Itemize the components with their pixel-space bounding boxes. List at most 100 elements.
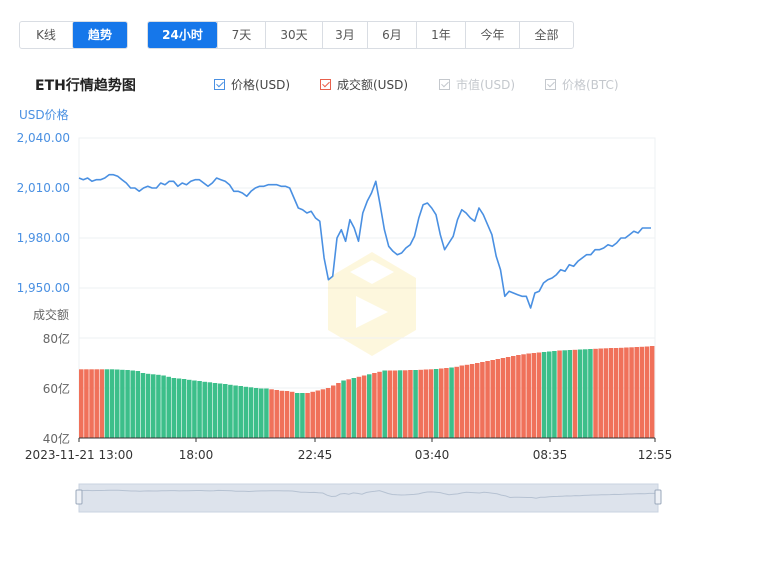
watermark-logo [328, 252, 416, 356]
volume-bar [140, 373, 146, 438]
volume-bar [135, 371, 141, 438]
volume-bar [202, 381, 207, 439]
volume-bar [171, 378, 177, 438]
volume-bar [531, 353, 537, 438]
range-tab[interactable]: 1年 [416, 22, 465, 48]
x-tick-label: 03:40 [415, 448, 450, 462]
volume-bar [428, 369, 434, 439]
volume-bar [207, 382, 213, 439]
range-tab[interactable]: 全部 [519, 22, 573, 48]
checkbox-icon [214, 79, 225, 90]
volume-bar [233, 385, 238, 438]
volume-bar [145, 373, 151, 439]
volume-bar [639, 346, 645, 439]
x-tick-label: 22:45 [298, 448, 333, 462]
range-tab[interactable]: 3月 [322, 22, 367, 48]
legend-volume-usd[interactable]: 成交额(USD) [320, 76, 408, 93]
volume-bar [84, 369, 89, 439]
volume-bar [608, 348, 614, 438]
volume-bar [187, 379, 192, 439]
volume-bar [166, 376, 171, 439]
volume-bar [485, 361, 490, 438]
volume-bar [459, 365, 465, 438]
volume-bar [403, 370, 408, 439]
volume-bar [547, 351, 552, 438]
volume-bar [274, 390, 279, 438]
volume-bar [104, 369, 110, 439]
range-tab[interactable]: 24小时 [148, 22, 217, 48]
volume-bar [238, 386, 243, 438]
mode-tab[interactable]: 趋势 [72, 22, 127, 48]
volume-bar [500, 358, 506, 438]
volume-bar [382, 370, 387, 438]
volume-bar [433, 369, 439, 438]
volume-bar [151, 374, 156, 439]
volume-bar [325, 388, 331, 438]
x-tick-label: 18:00 [179, 448, 214, 462]
volume-bar [397, 370, 403, 439]
volume-bar [361, 375, 367, 438]
volume-bar [516, 355, 521, 438]
volume-bar [495, 359, 501, 438]
volume-bar [562, 350, 567, 439]
volume-bar [248, 387, 254, 439]
volume-bar [176, 378, 182, 438]
volume-bar [423, 369, 429, 438]
volume-axis-title: 成交额 [33, 307, 69, 322]
volume-bar [356, 376, 362, 439]
legend-price-btc[interactable]: 价格(BTC) [545, 76, 619, 93]
volume-bar [552, 351, 557, 438]
volume-bar [305, 393, 310, 438]
volume-bar [130, 370, 135, 438]
volume-tick-label: 80亿 [43, 331, 70, 346]
volume-bar [341, 380, 346, 438]
volume-bar [109, 369, 115, 439]
volume-bar [217, 383, 223, 438]
volume-bar [464, 364, 470, 439]
volume-bar [315, 390, 321, 438]
price-line [78, 173, 651, 309]
volume-bar [649, 346, 655, 438]
price-tick-label: 2,010.00 [17, 181, 70, 195]
price-axis-title: USD价格 [19, 107, 69, 122]
range-tab-group: 24小时 7天 30天 3月 6月 1年 今年 全部 [147, 21, 574, 49]
legend-price-usd[interactable]: 价格(USD) [214, 76, 290, 93]
volume-bar [624, 347, 629, 438]
volume-bar [634, 347, 639, 438]
volume-bar [629, 347, 634, 439]
volume-bar [480, 362, 485, 438]
price-tick-label: 2,040.00 [17, 131, 70, 145]
checkbox-icon [545, 79, 556, 90]
range-tab[interactable]: 7天 [217, 22, 265, 48]
volume-bar [387, 370, 393, 438]
volume-bar [228, 384, 233, 439]
volume-bar [89, 369, 94, 439]
navigator [78, 483, 659, 513]
price-tick-label: 1,950.00 [17, 281, 70, 295]
volume-bar [295, 393, 300, 438]
mode-tab[interactable]: K线 [36, 28, 56, 42]
volume-bar [454, 366, 459, 439]
volume-bar [511, 356, 516, 438]
legend-label: 价格(BTC) [562, 78, 619, 92]
volume-bar [475, 363, 480, 438]
volume-bar [413, 370, 418, 438]
range-tab[interactable]: 今年 [465, 22, 519, 48]
range-tab[interactable]: 6月 [367, 22, 416, 48]
volume-bar [192, 380, 197, 438]
x-tick-label: 12:55 [638, 448, 673, 462]
volume-tick-label: 40亿 [43, 431, 70, 446]
mode-tab-group: K线 趋势 [19, 21, 128, 49]
volume-bar [572, 349, 578, 439]
range-tab[interactable]: 30天 [265, 22, 322, 48]
volume-bar [279, 390, 285, 439]
volume-bar [613, 348, 619, 438]
volume-bar [99, 369, 105, 439]
volume-bar [603, 348, 609, 439]
legend-market-cap-usd[interactable]: 市值(USD) [439, 76, 515, 93]
legend-label: 成交额(USD) [337, 78, 409, 92]
volume-bar [79, 369, 84, 439]
volume-bar [526, 353, 531, 438]
x-tick-label: 08:35 [533, 448, 568, 462]
